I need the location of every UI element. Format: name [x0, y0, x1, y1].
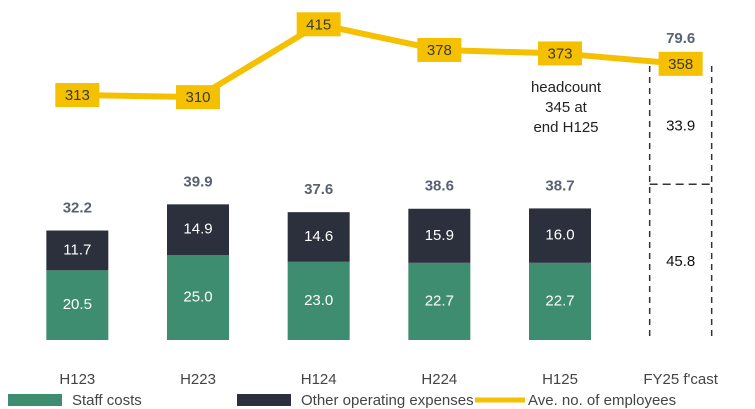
segment-label: 23.0 — [304, 292, 333, 309]
legend-label: Other operating expenses — [301, 392, 474, 409]
bar-segment — [46, 270, 109, 340]
segment-label: 22.7 — [545, 292, 574, 309]
line-label: 373 — [547, 45, 572, 62]
annotation: headcount — [531, 79, 602, 96]
line-label: 415 — [306, 16, 331, 33]
line-point — [176, 85, 220, 110]
total-label: 38.6 — [425, 178, 454, 195]
annotation: 345 at — [545, 99, 588, 116]
legend-label: Staff costs — [72, 392, 142, 409]
segment-label: 15.9 — [425, 227, 454, 244]
segment-label: 11.7 — [63, 241, 91, 258]
bar-segment — [408, 208, 471, 263]
bar-segment — [287, 261, 350, 340]
line-point — [55, 83, 100, 108]
bar-segment — [529, 262, 591, 340]
legend-swatch — [8, 394, 62, 406]
segment-label: 20.5 — [63, 296, 92, 313]
x-tick-label: H224 — [421, 371, 457, 388]
total-label: 38.7 — [545, 177, 574, 194]
line-label: 313 — [65, 87, 90, 104]
segment-label: 25.0 — [183, 288, 212, 305]
x-tick-label: H123 — [59, 371, 95, 388]
bar-segment — [167, 204, 229, 255]
segment-label: 33.9 — [666, 118, 695, 135]
bar-segment — [287, 212, 350, 262]
segment-label: 45.8 — [666, 253, 695, 270]
line-label: 378 — [427, 42, 452, 59]
total-label: 32.2 — [63, 199, 92, 216]
bar-segment — [408, 262, 471, 340]
line-point — [658, 51, 703, 76]
bar-segment — [167, 255, 229, 340]
x-tick-label: H125 — [542, 371, 578, 388]
segment-label: 22.7 — [425, 292, 454, 309]
segment-label: 16.0 — [545, 227, 574, 244]
total-label: 39.9 — [183, 173, 212, 190]
line-point — [296, 12, 341, 37]
legend-label: Ave. no. of employees — [528, 392, 676, 409]
annotation: end H125 — [533, 119, 598, 136]
total-label: 79.6 — [666, 30, 695, 47]
x-tick-label: H223 — [180, 371, 216, 388]
bar-segment — [529, 208, 591, 263]
segment-label: 14.6 — [304, 228, 333, 245]
total-label: 37.6 — [304, 181, 333, 198]
legend-swatch — [237, 394, 291, 406]
x-tick-label: FY25 f'cast — [643, 371, 718, 388]
bar-segment — [46, 230, 109, 271]
line-label: 358 — [668, 56, 693, 73]
x-tick-label: H124 — [301, 371, 337, 388]
line-label: 310 — [185, 89, 210, 106]
segment-label: 14.9 — [183, 221, 212, 238]
line-point — [538, 41, 582, 66]
line-point — [417, 37, 462, 62]
